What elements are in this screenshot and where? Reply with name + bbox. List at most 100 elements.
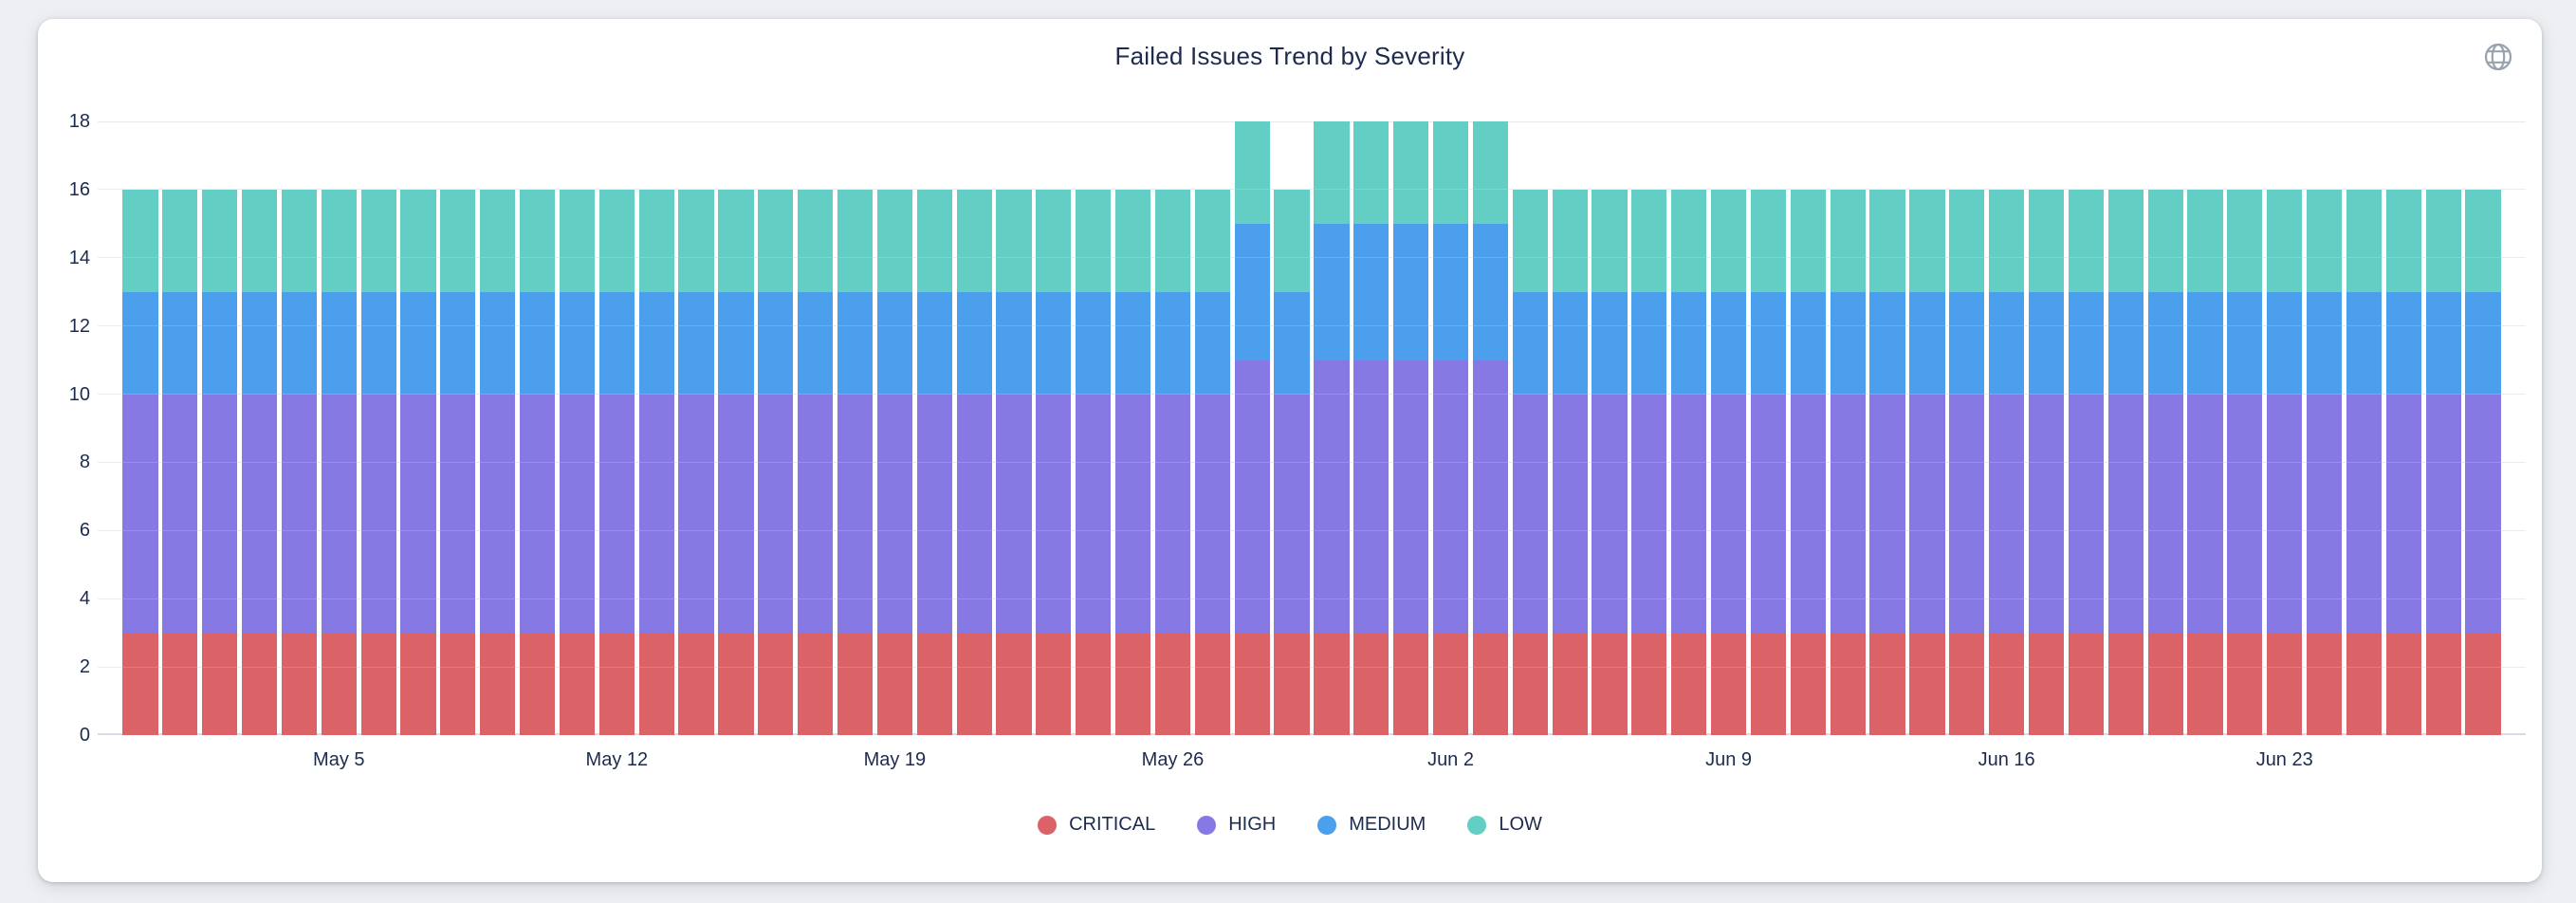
bar-segment-critical[interactable] xyxy=(2028,633,2065,735)
bar-segment-medium[interactable] xyxy=(798,291,834,395)
bar-segment-medium[interactable] xyxy=(1314,223,1350,360)
bar-segment-medium[interactable] xyxy=(1790,291,1826,395)
bar-segment-high[interactable] xyxy=(1949,394,1985,634)
legend-item-low[interactable]: LOW xyxy=(1467,814,1542,836)
bar-segment-low[interactable] xyxy=(1592,189,1628,292)
bar-segment-medium[interactable] xyxy=(480,291,516,395)
bar-segment-medium[interactable] xyxy=(1076,291,1112,395)
bar-segment-high[interactable] xyxy=(2028,394,2065,634)
bar-segment-high[interactable] xyxy=(678,394,714,634)
bar-segment-high[interactable] xyxy=(996,394,1032,634)
bar-segment-low[interactable] xyxy=(2187,189,2223,292)
bar-segment-high[interactable] xyxy=(122,394,158,634)
bar-segment-low[interactable] xyxy=(1154,189,1191,292)
bar-segment-low[interactable] xyxy=(1710,189,1747,292)
bar-segment-high[interactable] xyxy=(519,394,556,634)
bar-may-25[interactable] xyxy=(1114,121,1151,735)
bar-segment-low[interactable] xyxy=(1949,189,1985,292)
bar-segment-high[interactable] xyxy=(1869,394,1905,634)
bar-segment-medium[interactable] xyxy=(519,291,556,395)
bar-segment-high[interactable] xyxy=(2346,394,2383,634)
bar-may-9[interactable] xyxy=(480,121,516,735)
bar-jun-17[interactable] xyxy=(2028,121,2065,735)
bar-segment-medium[interactable] xyxy=(2425,291,2461,395)
bar-segment-low[interactable] xyxy=(122,189,158,292)
bar-segment-critical[interactable] xyxy=(1076,633,1112,735)
bar-jun-22[interactable] xyxy=(2227,121,2263,735)
bar-segment-medium[interactable] xyxy=(162,291,198,395)
bar-segment-low[interactable] xyxy=(2107,189,2144,292)
bar-segment-low[interactable] xyxy=(1274,189,1310,292)
bar-segment-medium[interactable] xyxy=(2147,291,2183,395)
bar-segment-medium[interactable] xyxy=(678,291,714,395)
bar-jun-28[interactable] xyxy=(2465,121,2501,735)
bar-segment-low[interactable] xyxy=(1353,121,1389,224)
bar-segment-high[interactable] xyxy=(1194,394,1230,634)
bar-segment-medium[interactable] xyxy=(1274,291,1310,395)
globe-button[interactable] xyxy=(2483,42,2513,72)
bar-segment-low[interactable] xyxy=(876,189,913,292)
bar-segment-critical[interactable] xyxy=(241,633,278,735)
bar-segment-medium[interactable] xyxy=(1472,223,1509,360)
bar-may-4[interactable] xyxy=(281,121,318,735)
bar-segment-low[interactable] xyxy=(1036,189,1072,292)
bar-jun-3[interactable] xyxy=(1472,121,1509,735)
bar-segment-low[interactable] xyxy=(1314,121,1350,224)
bar-segment-critical[interactable] xyxy=(2385,633,2421,735)
bar-segment-medium[interactable] xyxy=(2346,291,2383,395)
bar-segment-low[interactable] xyxy=(916,189,952,292)
bar-segment-medium[interactable] xyxy=(758,291,794,395)
bar-segment-medium[interactable] xyxy=(440,291,476,395)
bar-segment-critical[interactable] xyxy=(1154,633,1191,735)
bar-segment-low[interactable] xyxy=(2028,189,2065,292)
bar-segment-low[interactable] xyxy=(996,189,1032,292)
bar-may-21[interactable] xyxy=(956,121,992,735)
bar-segment-medium[interactable] xyxy=(1114,291,1151,395)
bar-may-10[interactable] xyxy=(519,121,556,735)
bar-segment-low[interactable] xyxy=(2306,189,2343,292)
bar-may-24[interactable] xyxy=(1076,121,1112,735)
bar-may-30[interactable] xyxy=(1314,121,1350,735)
bar-segment-low[interactable] xyxy=(2227,189,2263,292)
bar-segment-high[interactable] xyxy=(718,394,754,634)
bar-segment-critical[interactable] xyxy=(837,633,874,735)
bar-jun-1[interactable] xyxy=(1393,121,1429,735)
bar-jun-13[interactable] xyxy=(1869,121,1905,735)
bar-segment-medium[interactable] xyxy=(1750,291,1787,395)
bar-may-15[interactable] xyxy=(718,121,754,735)
bar-segment-high[interactable] xyxy=(1830,394,1866,634)
bar-may-8[interactable] xyxy=(440,121,476,735)
bar-segment-medium[interactable] xyxy=(876,291,913,395)
bar-segment-critical[interactable] xyxy=(1393,633,1429,735)
bar-segment-low[interactable] xyxy=(1830,189,1866,292)
bar-segment-low[interactable] xyxy=(1234,121,1270,224)
bar-segment-high[interactable] xyxy=(1552,394,1588,634)
bar-segment-medium[interactable] xyxy=(122,291,158,395)
bar-segment-critical[interactable] xyxy=(2346,633,2383,735)
bar-segment-medium[interactable] xyxy=(2227,291,2263,395)
bar-segment-low[interactable] xyxy=(1631,189,1667,292)
bar-may-6[interactable] xyxy=(360,121,396,735)
bar-segment-critical[interactable] xyxy=(1552,633,1588,735)
bar-segment-critical[interactable] xyxy=(1671,633,1707,735)
bar-segment-high[interactable] xyxy=(1353,359,1389,634)
bar-segment-medium[interactable] xyxy=(916,291,952,395)
bar-may-23[interactable] xyxy=(1036,121,1072,735)
legend-item-critical[interactable]: CRITICAL xyxy=(1038,814,1155,836)
bar-jun-24[interactable] xyxy=(2306,121,2343,735)
bar-segment-medium[interactable] xyxy=(1830,291,1866,395)
bar-segment-medium[interactable] xyxy=(1710,291,1747,395)
bar-segment-critical[interactable] xyxy=(2267,633,2303,735)
bar-segment-low[interactable] xyxy=(1671,189,1707,292)
bar-jun-18[interactable] xyxy=(2068,121,2105,735)
bar-jun-6[interactable] xyxy=(1592,121,1628,735)
bar-may-22[interactable] xyxy=(996,121,1032,735)
bar-segment-low[interactable] xyxy=(559,189,596,292)
bar-segment-low[interactable] xyxy=(519,189,556,292)
bar-segment-high[interactable] xyxy=(1076,394,1112,634)
bar-segment-low[interactable] xyxy=(1989,189,2025,292)
bar-segment-high[interactable] xyxy=(916,394,952,634)
bar-segment-critical[interactable] xyxy=(1512,633,1548,735)
bar-segment-critical[interactable] xyxy=(321,633,357,735)
bar-may-14[interactable] xyxy=(678,121,714,735)
